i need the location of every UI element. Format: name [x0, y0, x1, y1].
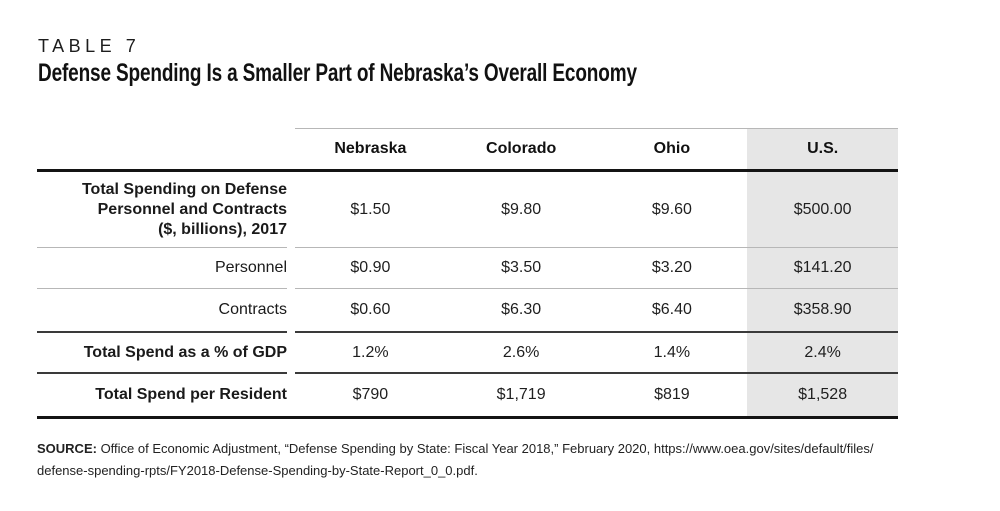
- table-row-per-resident: Total Spend per Resident $790 $1,719 $81…: [37, 374, 898, 416]
- us-column-highlight: [747, 128, 898, 419]
- rule-row2-data: [295, 288, 898, 289]
- rule-row2-label: [37, 288, 287, 289]
- table-number: TABLE 7: [38, 36, 141, 56]
- cell-value: 1.4%: [653, 343, 691, 361]
- cell-value: $6.40: [651, 301, 692, 318]
- cell-value: $9.80: [501, 200, 542, 218]
- cell-value: $1.50: [350, 200, 391, 218]
- cell-value: $9.60: [651, 200, 692, 218]
- cell-value: $3.50: [501, 259, 542, 276]
- table-row-contracts: Contracts $0.60 $6.30 $6.40 $358.90: [37, 289, 898, 331]
- rule-row4-label: [37, 372, 287, 374]
- rule-row4-data: [295, 372, 898, 374]
- source-label: SOURCE:: [37, 441, 97, 456]
- rule-row3-data: [295, 331, 898, 333]
- source-note: SOURCE: Office of Economic Adjustment, “…: [37, 438, 874, 482]
- rule-table-bottom: [37, 416, 898, 419]
- row-label: Contracts: [218, 301, 287, 318]
- table-row-pct-gdp: Total Spend as a % of GDP 1.2% 2.6% 1.4%…: [37, 333, 898, 372]
- cell-value: $3.20: [651, 259, 692, 276]
- column-header-nebraska: Nebraska: [334, 139, 407, 157]
- source-text: Office of Economic Adjustment, “Defense …: [96, 441, 874, 456]
- table-row-total-spending: Total Spending on Defense Personnel and …: [37, 172, 898, 247]
- source-text: defense-spending-rpts/FY2018-Defense-Spe…: [37, 463, 478, 478]
- rule-row1-label: [37, 247, 287, 248]
- rule-row3-label: [37, 331, 287, 333]
- source-line-1: SOURCE: Office of Economic Adjustment, “…: [37, 438, 874, 460]
- table-header-row: Nebraska Colorado Ohio U.S.: [37, 128, 898, 169]
- cell-value: $1,528: [798, 386, 848, 403]
- cell-value: $819: [654, 386, 690, 403]
- row-label: Total Spend as a % of GDP: [83, 343, 287, 361]
- cell-value: $358.90: [793, 301, 852, 318]
- column-header-ohio: Ohio: [653, 139, 691, 157]
- row-label: Personnel: [214, 259, 287, 276]
- cell-value: 1.2%: [352, 343, 389, 361]
- cell-value: $1,719: [496, 386, 546, 403]
- rule-under-header: [37, 169, 898, 172]
- table-row-personnel: Personnel $0.90 $3.50 $3.20 $141.20: [37, 248, 898, 288]
- column-header-colorado: Colorado: [486, 139, 557, 157]
- cell-value: $790: [352, 386, 389, 403]
- rule-row1-data: [295, 247, 898, 248]
- cell-value: $0.90: [350, 259, 391, 276]
- cell-value: $6.30: [501, 301, 542, 318]
- cell-value: $500.00: [793, 200, 852, 218]
- cell-value: 2.4%: [804, 343, 841, 361]
- cell-value: 2.6%: [502, 343, 540, 361]
- page-title: Defense Spending Is a Smaller Part of Ne…: [38, 59, 637, 87]
- rule-top-data: [295, 128, 898, 129]
- column-header-us: U.S.: [807, 139, 839, 157]
- row-label: Total Spending on Defense Personnel and …: [81, 180, 287, 238]
- source-line-2: defense-spending-rpts/FY2018-Defense-Spe…: [37, 460, 874, 482]
- cell-value: $0.60: [350, 301, 391, 318]
- cell-value: $141.20: [793, 259, 852, 276]
- defense-spending-table: Nebraska Colorado Ohio U.S. Total Spendi…: [37, 128, 898, 419]
- row-label: Total Spend per Resident: [95, 386, 287, 403]
